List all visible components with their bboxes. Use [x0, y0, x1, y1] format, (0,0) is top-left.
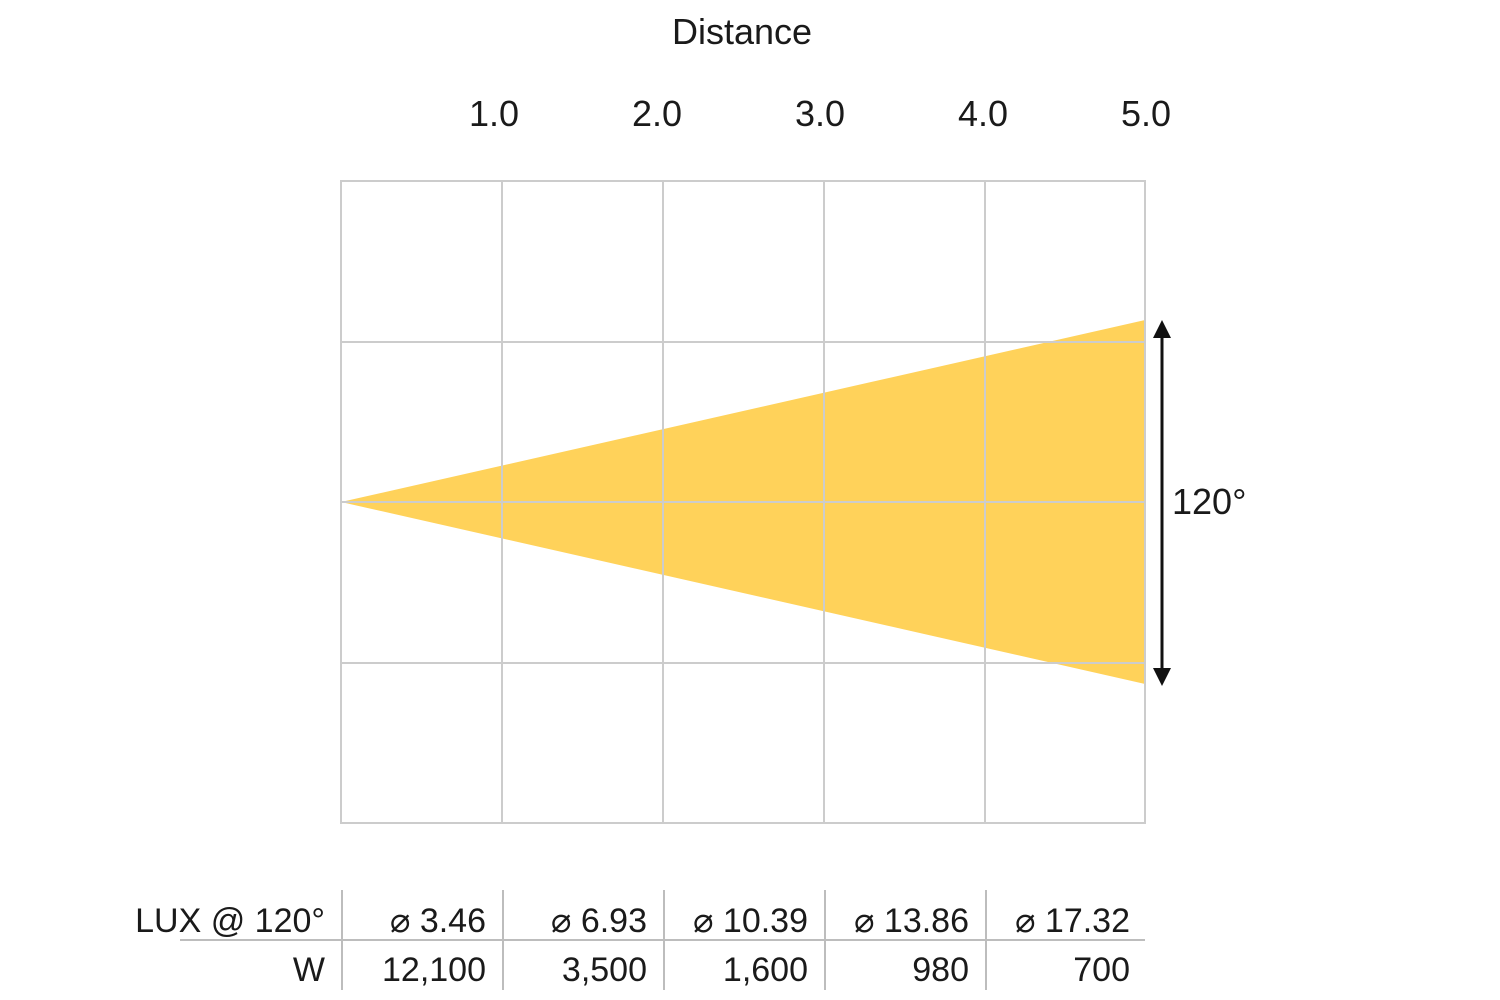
table-cell-diameter: ⌀ 10.39	[693, 902, 808, 940]
table-cell-lux-value: 12,100	[382, 951, 486, 989]
table-cell-diameter: ⌀ 17.32	[1015, 902, 1130, 940]
arrow-down-icon	[1153, 668, 1171, 686]
distance-tick-label: 3.0	[795, 93, 845, 134]
beam-data-table: LUX @ 120° ⌀ 3.46 ⌀ 6.93 ⌀ 10.39 ⌀ 13.86…	[135, 890, 1145, 990]
grid-frame	[340, 180, 1146, 824]
distance-tick-labels: 1.0 2.0 3.0 4.0 5.0	[469, 93, 1171, 134]
distance-tick-label: 2.0	[632, 93, 682, 134]
table-cell-lux-value: 3,500	[562, 951, 647, 989]
distance-title: Distance	[672, 11, 812, 52]
table-cell-diameter: ⌀ 6.93	[551, 902, 647, 940]
table-cell-diameter: ⌀ 3.46	[390, 902, 486, 940]
beam-angle-arrow	[1153, 320, 1171, 686]
distance-tick-label: 5.0	[1121, 93, 1171, 134]
table-cell-lux-value: 1,600	[723, 951, 808, 989]
arrow-up-icon	[1153, 320, 1171, 338]
table-cell-lux-value: 700	[1073, 951, 1130, 989]
table-row-label-w: W	[293, 951, 325, 989]
table-cell-diameter: ⌀ 13.86	[854, 902, 969, 940]
distance-tick-label: 4.0	[958, 93, 1008, 134]
beam-angle-label: 120°	[1172, 481, 1246, 522]
table-row-label-lux: LUX @ 120°	[135, 902, 325, 940]
distance-tick-label: 1.0	[469, 93, 519, 134]
distance-grid	[340, 180, 1146, 824]
table-cell-lux-value: 980	[912, 951, 969, 989]
